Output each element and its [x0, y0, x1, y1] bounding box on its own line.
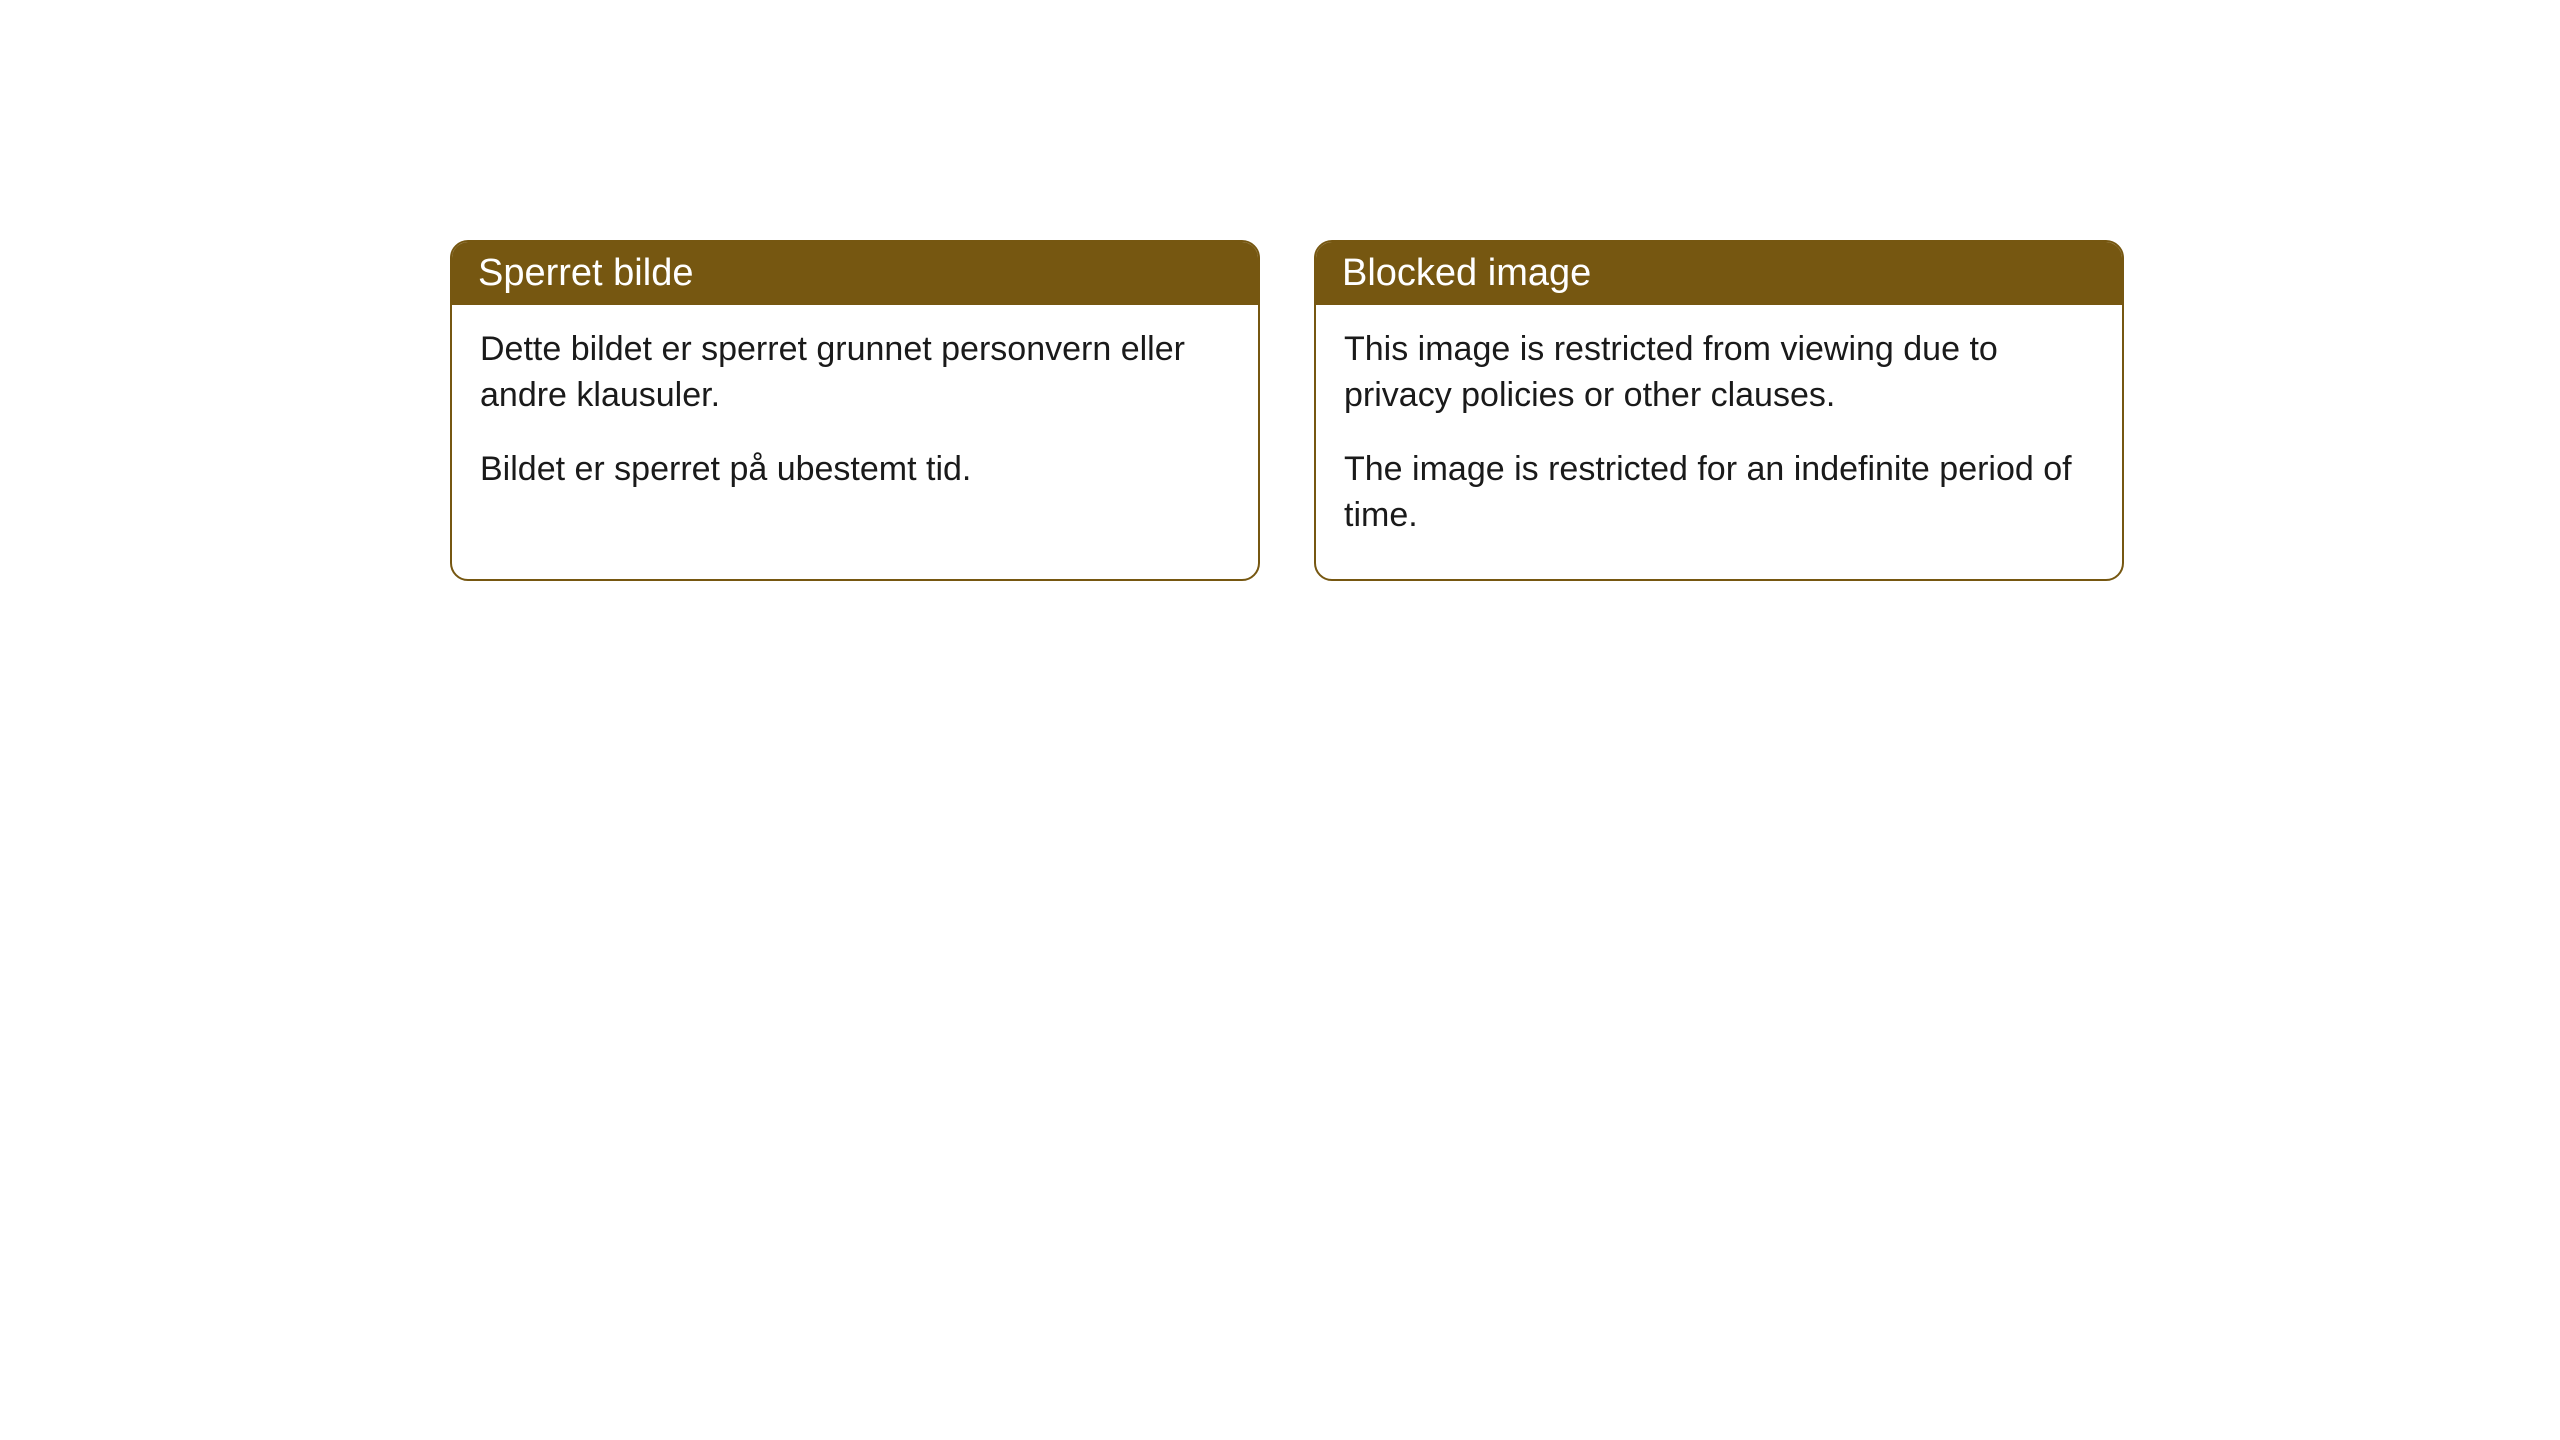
card-paragraph: Dette bildet er sperret grunnet personve…	[480, 327, 1230, 419]
card-title: Blocked image	[1342, 252, 1591, 294]
blocked-image-card-norwegian: Sperret bilde Dette bildet er sperret gr…	[450, 240, 1260, 581]
card-paragraph: Bildet er sperret på ubestemt tid.	[480, 447, 1230, 493]
notice-cards-container: Sperret bilde Dette bildet er sperret gr…	[450, 240, 2124, 581]
card-header: Blocked image	[1316, 242, 2122, 305]
card-body: Dette bildet er sperret grunnet personve…	[452, 305, 1258, 533]
card-paragraph: The image is restricted for an indefinit…	[1344, 447, 2094, 539]
card-header: Sperret bilde	[452, 242, 1258, 305]
card-title: Sperret bilde	[478, 252, 693, 294]
card-body: This image is restricted from viewing du…	[1316, 305, 2122, 579]
card-paragraph: This image is restricted from viewing du…	[1344, 327, 2094, 419]
blocked-image-card-english: Blocked image This image is restricted f…	[1314, 240, 2124, 581]
